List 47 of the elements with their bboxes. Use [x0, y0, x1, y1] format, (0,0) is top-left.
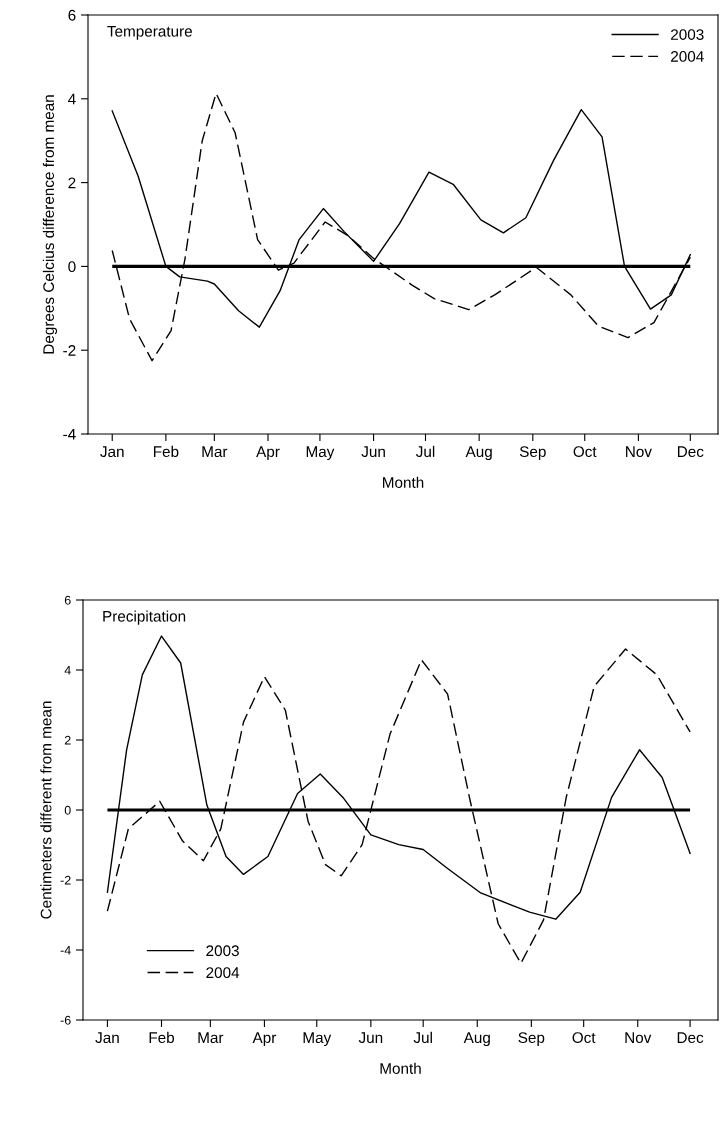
x-tick-label: Nov — [626, 446, 652, 458]
x-tick-label: Mar — [198, 1032, 224, 1044]
x-tick-label: Sep — [518, 1032, 545, 1047]
x-tick-label: Aug — [463, 1032, 490, 1047]
x-tick-label: Apr — [256, 446, 280, 461]
legend-label: 2004 — [206, 967, 240, 979]
y-tick-label: -6 — [60, 1015, 71, 1025]
x-tick-label: Mar — [202, 446, 228, 458]
x-axis-title: Month — [380, 1062, 421, 1074]
x-tick-label: Feb — [149, 1031, 175, 1044]
y-tick-label: -2 — [60, 875, 71, 885]
x-tick-label: Oct — [573, 446, 597, 458]
x-tick-label: Jun — [361, 446, 385, 458]
y-tick-label: 6 — [68, 9, 76, 21]
x-tick-label: Apr — [252, 1032, 277, 1047]
legend-label: 2003 — [206, 945, 239, 957]
y-tick-label: 2 — [68, 177, 76, 189]
y-tick-label: 0 — [68, 261, 76, 273]
x-tick-label: Jan — [100, 446, 124, 458]
legend-label: 2004 — [671, 51, 704, 62]
x-tick-label: Dec — [677, 446, 704, 458]
x-tick-label: Feb — [153, 445, 179, 458]
x-tick-label: Jan — [95, 1032, 119, 1044]
y-tick-label: 0 — [64, 805, 71, 815]
y-tick-label: 4 — [68, 93, 76, 105]
x-tick-label: Jul — [413, 1031, 432, 1044]
y-tick-label: 2 — [64, 735, 71, 745]
x-tick-label: May — [303, 1032, 332, 1047]
y-tick-label: -2 — [63, 345, 76, 356]
x-tick-label: Oct — [572, 1032, 596, 1044]
legend-label: 2003 — [671, 29, 704, 40]
x-tick-label: Aug — [465, 446, 492, 461]
x-tick-label: May — [306, 446, 335, 461]
y-axis-title: Degrees Celcius difference from mean — [42, 95, 58, 354]
x-tick-label: Sep — [519, 446, 546, 461]
y-tick-label: 4 — [64, 665, 71, 675]
y-tick-label: -4 — [60, 945, 71, 955]
x-tick-label: Dec — [677, 1032, 704, 1044]
x-tick-label: Nov — [625, 1032, 652, 1044]
y-axis-title: Centimeters different from mean — [40, 701, 52, 919]
x-axis-title: Month — [383, 476, 424, 488]
annotation: Precipitation — [103, 610, 186, 625]
y-tick-label: -4 — [63, 429, 76, 440]
y-tick-label: 6 — [64, 595, 71, 605]
x-tick-label: Jun — [358, 1032, 383, 1044]
x-tick-label: Jul — [415, 445, 435, 458]
annotation: Temperature — [107, 26, 192, 40]
